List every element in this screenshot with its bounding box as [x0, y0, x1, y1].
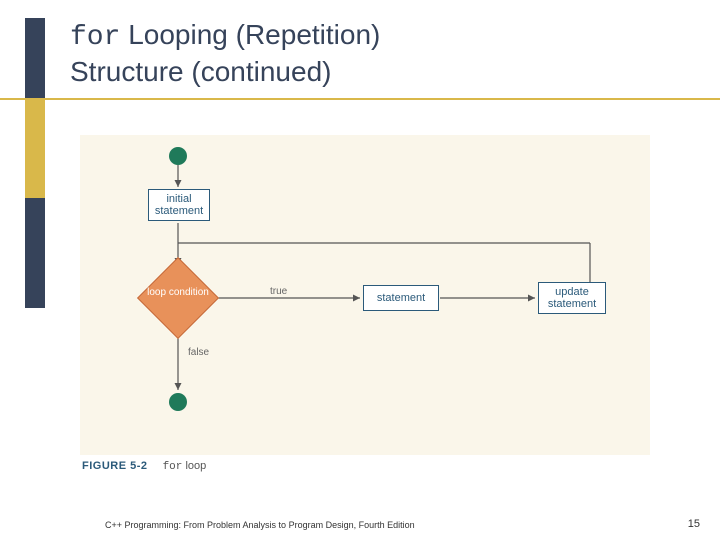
- start-node: [169, 147, 187, 165]
- footer-text: C++ Programming: From Problem Analysis t…: [105, 520, 415, 530]
- initial-statement-box: initial statement: [148, 189, 210, 221]
- title-part2: Structure (continued): [70, 56, 331, 87]
- figure-caption: FIGURE 5-2 for loop: [82, 460, 206, 473]
- flowchart-diagram: initial statement loop condition true st…: [80, 135, 650, 455]
- loop-condition-label: loop condition: [143, 287, 213, 298]
- title-part1: Looping (Repetition): [120, 19, 380, 50]
- title-divider: [0, 98, 720, 100]
- title-area: for Looping (Repetition) Structure (cont…: [0, 0, 720, 88]
- edge-label-false: false: [188, 347, 209, 358]
- page-number: 15: [688, 518, 700, 530]
- statement-box: statement: [363, 285, 439, 311]
- end-node: [169, 393, 187, 411]
- update-statement-label: update statement: [543, 286, 601, 310]
- slide-title: for Looping (Repetition) Structure (cont…: [70, 18, 720, 88]
- accent-bar-gold: [25, 98, 45, 198]
- slide: for Looping (Repetition) Structure (cont…: [0, 0, 720, 540]
- figure-number: FIGURE 5-2: [82, 460, 148, 472]
- update-statement-box: update statement: [538, 282, 606, 314]
- caption-code: for: [163, 461, 183, 473]
- edge-label-true: true: [270, 286, 287, 297]
- caption-rest: loop: [182, 460, 206, 472]
- initial-statement-label: initial statement: [153, 193, 205, 217]
- statement-label: statement: [377, 292, 425, 304]
- title-code: for: [70, 22, 120, 53]
